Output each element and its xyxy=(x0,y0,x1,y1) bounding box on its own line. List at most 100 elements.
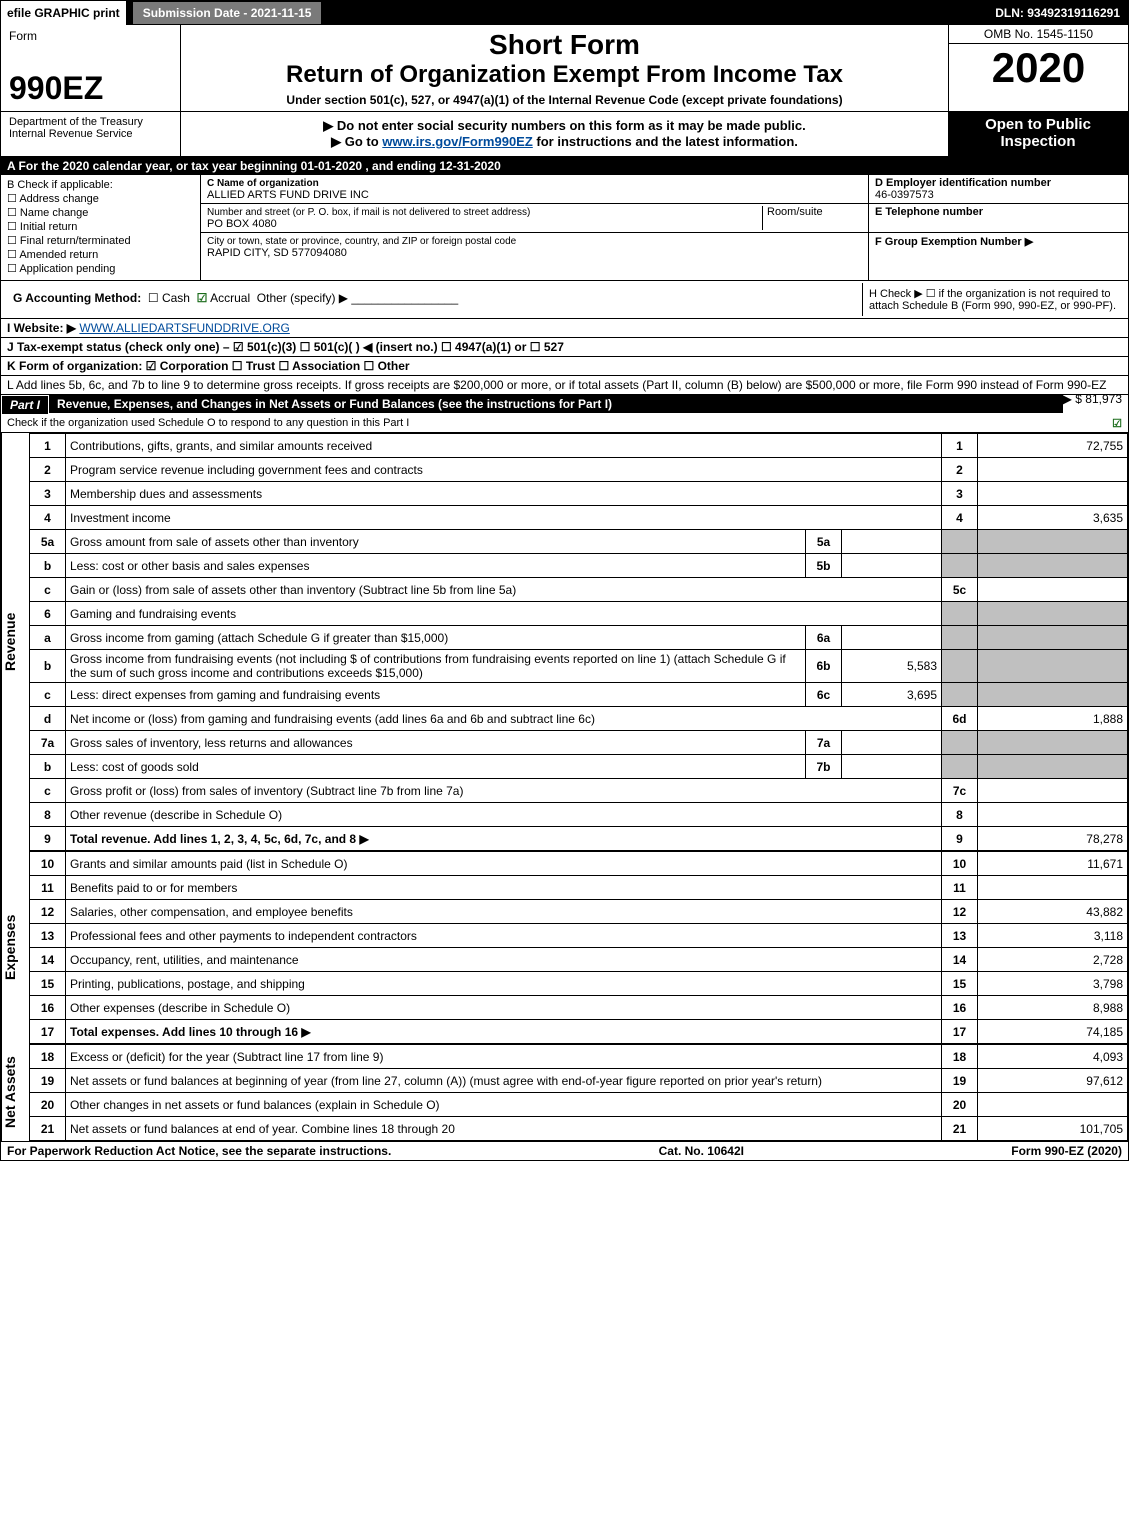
notice-goto: ▶ Go to www.irs.gov/Form990EZ for instru… xyxy=(187,134,942,150)
street-label: Number and street (or P. O. box, if mail… xyxy=(207,207,530,218)
right-col: D Employer identification number 46-0397… xyxy=(868,175,1128,280)
line-10: 10Grants and similar amounts paid (list … xyxy=(30,852,1128,876)
check-if-applicable: B Check if applicable: ☐ Address change … xyxy=(1,175,201,280)
k-text: K Form of organization: ☑ Corporation ☐ … xyxy=(7,359,410,373)
efile-print-label[interactable]: efile GRAPHIC print xyxy=(1,1,128,25)
line-2: 2Program service revenue including gover… xyxy=(30,458,1128,482)
header-mid: Short Form Return of Organization Exempt… xyxy=(181,25,948,111)
open-public-inspection: Open to Public Inspection xyxy=(948,112,1128,156)
e-label: E Telephone number xyxy=(875,206,983,218)
form-990ez-container: efile GRAPHIC print Submission Date - 20… xyxy=(0,0,1129,1161)
g-accrual[interactable]: Accrual xyxy=(210,291,250,305)
footer-left: For Paperwork Reduction Act Notice, see … xyxy=(7,1144,391,1158)
line-12: 12Salaries, other compensation, and empl… xyxy=(30,900,1128,924)
j-text: J Tax-exempt status (check only one) – ☑… xyxy=(7,340,564,354)
schedule-o-checkbox[interactable]: ☑ xyxy=(1112,417,1122,430)
b-label: B Check if applicable: xyxy=(7,179,194,191)
l-amount: ▶ $ 81,973 xyxy=(1063,392,1122,406)
checked-icon: ☑ xyxy=(197,291,208,305)
form-number: 990EZ xyxy=(9,70,172,107)
revenue-side-label: Revenue xyxy=(1,433,29,851)
website-link[interactable]: WWW.ALLIEDARTSFUNDDRIVE.ORG xyxy=(79,321,289,335)
check-final-return[interactable]: ☐ Final return/terminated xyxy=(7,234,194,247)
part-1-title: Revenue, Expenses, and Changes in Net As… xyxy=(49,395,1063,413)
line-14: 14Occupancy, rent, utilities, and mainte… xyxy=(30,948,1128,972)
j-tax-exempt-row: J Tax-exempt status (check only one) – ☑… xyxy=(1,338,1128,357)
street-value: PO BOX 4080 xyxy=(207,218,277,230)
line-9: 9Total revenue. Add lines 1, 2, 3, 4, 5c… xyxy=(30,827,1128,851)
check-address-change[interactable]: ☐ Address change xyxy=(7,192,194,205)
h-schedule-b: H Check ▶ ☐ if the organization is not r… xyxy=(862,283,1122,316)
f-label: F Group Exemption Number ▶ xyxy=(875,236,1033,248)
check-initial-return[interactable]: ☐ Initial return xyxy=(7,220,194,233)
net-assets-table: 18Excess or (deficit) for the year (Subt… xyxy=(29,1044,1128,1141)
l-gross-receipts-row: L Add lines 5b, 6c, and 7b to line 9 to … xyxy=(1,376,1128,395)
irs-gov-link[interactable]: www.irs.gov/Form990EZ xyxy=(382,134,533,149)
form-word: Form xyxy=(9,29,172,43)
header-right: OMB No. 1545-1150 2020 xyxy=(948,25,1128,111)
line-1: 1Contributions, gifts, grants, and simil… xyxy=(30,434,1128,458)
omb-number: OMB No. 1545-1150 xyxy=(949,25,1128,44)
part-1-label: Part I xyxy=(1,395,49,415)
footer-row: For Paperwork Reduction Act Notice, see … xyxy=(1,1141,1128,1160)
notice-row: Department of the Treasury Internal Reve… xyxy=(1,112,1128,157)
notice-goto-pre: ▶ Go to xyxy=(331,134,382,149)
line-5b: bLess: cost or other basis and sales exp… xyxy=(30,554,1128,578)
line-5a: 5aGross amount from sale of assets other… xyxy=(30,530,1128,554)
schedule-o-text: Check if the organization used Schedule … xyxy=(7,417,409,430)
line-7c: cGross profit or (loss) from sales of in… xyxy=(30,779,1128,803)
submission-date-label: Submission Date - 2021-11-15 xyxy=(132,1,323,25)
topbar: efile GRAPHIC print Submission Date - 20… xyxy=(1,1,1128,25)
line-21: 21Net assets or fund balances at end of … xyxy=(30,1117,1128,1141)
line-8: 8Other revenue (describe in Schedule O)8 xyxy=(30,803,1128,827)
g-cash[interactable]: Cash xyxy=(162,291,190,305)
c-label: C Name of organization xyxy=(207,178,319,189)
i-website-row: I Website: ▶ WWW.ALLIEDARTSFUNDDRIVE.ORG xyxy=(1,319,1128,338)
line-7a: 7aGross sales of inventory, less returns… xyxy=(30,731,1128,755)
check-amended-return[interactable]: ☐ Amended return xyxy=(7,248,194,261)
org-name: ALLIED ARTS FUND DRIVE INC xyxy=(207,189,369,201)
l-text: L Add lines 5b, 6c, and 7b to line 9 to … xyxy=(7,378,1106,392)
g-label: G Accounting Method: xyxy=(13,291,141,305)
line-15: 15Printing, publications, postage, and s… xyxy=(30,972,1128,996)
line-7b: bLess: cost of goods sold7b xyxy=(30,755,1128,779)
check-application-pending[interactable]: ☐ Application pending xyxy=(7,262,194,275)
notices: ▶ Do not enter social security numbers o… xyxy=(181,112,948,156)
calendar-year-row: A For the 2020 calendar year, or tax yea… xyxy=(1,157,1128,175)
line-6: 6Gaming and fundraising events xyxy=(30,602,1128,626)
g-other[interactable]: Other (specify) ▶ xyxy=(257,291,348,305)
line-20: 20Other changes in net assets or fund ba… xyxy=(30,1093,1128,1117)
ein-block: D Employer identification number 46-0397… xyxy=(869,175,1128,204)
net-assets-side-label: Net Assets xyxy=(1,1044,29,1141)
revenue-section: Revenue 1Contributions, gifts, grants, a… xyxy=(1,433,1128,851)
return-title: Return of Organization Exempt From Incom… xyxy=(189,61,940,89)
telephone-block: E Telephone number xyxy=(869,204,1128,233)
name-address-col: C Name of organization ALLIED ARTS FUND … xyxy=(201,175,868,280)
line-17: 17Total expenses. Add lines 10 through 1… xyxy=(30,1020,1128,1044)
tax-year: 2020 xyxy=(949,44,1128,111)
line-13: 13Professional fees and other payments t… xyxy=(30,924,1128,948)
line-6d: dNet income or (loss) from gaming and fu… xyxy=(30,707,1128,731)
notice-ssn: ▶ Do not enter social security numbers o… xyxy=(187,118,942,134)
ein-value: 46-0397573 xyxy=(875,189,934,201)
section-b-row: B Check if applicable: ☐ Address change … xyxy=(1,175,1128,281)
line-18: 18Excess or (deficit) for the year (Subt… xyxy=(30,1045,1128,1069)
notice-goto-post: for instructions and the latest informat… xyxy=(533,134,798,149)
room-label: Room/suite xyxy=(767,206,823,218)
header-subtitle: Under section 501(c), 527, or 4947(a)(1)… xyxy=(189,93,940,107)
part-1-header: Part I Revenue, Expenses, and Changes in… xyxy=(1,395,1128,433)
dln-label: DLN: 93492319116291 xyxy=(987,6,1128,20)
expenses-section: Expenses 10Grants and similar amounts pa… xyxy=(1,851,1128,1044)
revenue-table: 1Contributions, gifts, grants, and simil… xyxy=(29,433,1128,851)
expenses-side-label: Expenses xyxy=(1,851,29,1044)
footer-cat-no: Cat. No. 10642I xyxy=(659,1144,744,1158)
i-label: I Website: ▶ xyxy=(7,321,76,335)
g-accounting-method: G Accounting Method: ☐ Cash ☑ Accrual Ot… xyxy=(7,283,862,316)
d-label: D Employer identification number xyxy=(875,177,1051,189)
line-4: 4Investment income43,635 xyxy=(30,506,1128,530)
check-name-change[interactable]: ☐ Name change xyxy=(7,206,194,219)
group-exemption-block: F Group Exemption Number ▶ xyxy=(869,233,1128,262)
department-label: Department of the Treasury Internal Reve… xyxy=(1,112,181,156)
city-value: RAPID CITY, SD 577094080 xyxy=(207,247,347,259)
expenses-table: 10Grants and similar amounts paid (list … xyxy=(29,851,1128,1044)
